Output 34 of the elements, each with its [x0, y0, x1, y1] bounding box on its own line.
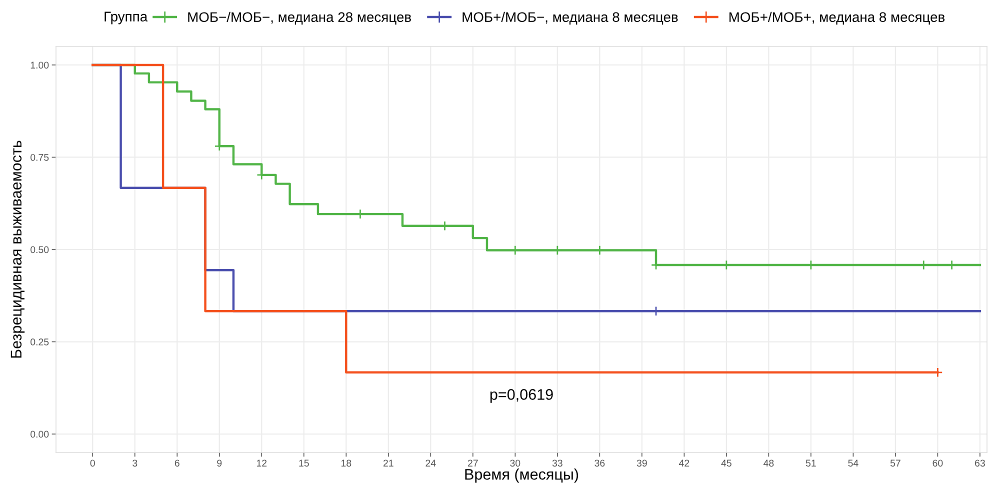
x-tick-label: 18: [341, 460, 352, 467]
y-axis-title: Безрецидивная выживаемость: [10, 140, 25, 358]
x-tick-label: 57: [890, 460, 900, 467]
legend-label: МОБ−/МОБ−, медиана 28 месяцев: [188, 12, 411, 25]
x-tick-label: 36: [594, 460, 605, 467]
x-tick-label: 33: [552, 460, 562, 467]
x-tick-label: 6: [174, 460, 180, 467]
x-tick-label: 54: [848, 460, 858, 467]
x-tick-label: 3: [132, 460, 138, 467]
x-tick-label: 63: [975, 460, 985, 467]
x-tick-label: 30: [510, 460, 520, 467]
legend-label: МОБ+/МОБ+, медиана 8 месяцев: [729, 12, 945, 25]
x-tick-label: 48: [764, 460, 774, 467]
annotation: p=0,0619: [490, 389, 553, 403]
x-tick-label: 24: [426, 460, 436, 466]
x-tick-label: 9: [217, 460, 222, 467]
legend-title: Группа: [104, 12, 148, 24]
x-tick-label: 0: [90, 460, 95, 467]
y-tick-label: 0.75: [30, 154, 49, 161]
x-tick-label: 12: [256, 460, 267, 466]
x-tick-label: 15: [299, 460, 309, 467]
legend-label: МОБ+/МОБ−, медиана 8 месяцев: [462, 12, 678, 25]
y-tick-label: 0.25: [30, 338, 49, 346]
x-tick-label: 42: [678, 460, 690, 466]
x-tick-label: 51: [806, 460, 816, 467]
y-tick-label: 1.00: [30, 62, 49, 69]
y-tick-label: 0.00: [30, 430, 49, 438]
x-tick-label: 60: [932, 460, 943, 467]
x-tick-label: 21: [383, 460, 394, 466]
y-tick-label: 0.50: [30, 246, 49, 254]
x-axis-title: Время (месяцы): [465, 468, 578, 483]
x-tick-label: 45: [721, 460, 732, 467]
x-tick-label: 39: [636, 460, 647, 467]
x-tick-label: 27: [468, 460, 478, 466]
